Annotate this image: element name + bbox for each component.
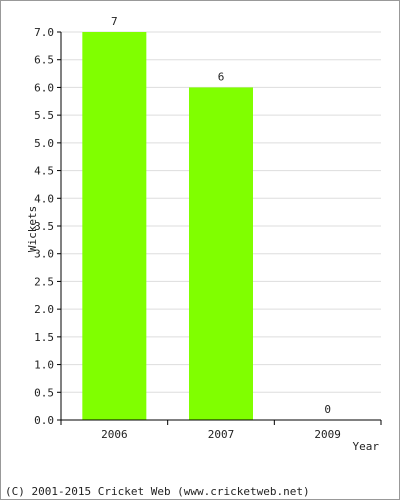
x-axis-label: Year — [353, 440, 380, 453]
x-tick-labels: 2006 2007 2009 — [101, 428, 341, 441]
data-label-2009: 0 — [324, 403, 331, 416]
y-tick-label: 0.0 — [34, 414, 54, 427]
bar-2007 — [189, 87, 253, 420]
data-label-2006: 7 — [111, 15, 118, 28]
y-tick-label: 3.5 — [34, 220, 54, 233]
y-tick-label: 2.0 — [34, 303, 54, 316]
y-tick-label: 7.0 — [34, 26, 54, 39]
y-tick-label: 6.0 — [34, 81, 54, 94]
y-tick-label: 4.5 — [34, 165, 54, 178]
y-axis-label: Wickets — [26, 206, 39, 252]
y-tick-label: 0.5 — [34, 386, 54, 399]
copyright-footer: (C) 2001-2015 Cricket Web (www.cricketwe… — [5, 485, 310, 498]
x-tick-label: 2007 — [208, 428, 235, 441]
y-tick-label: 1.0 — [34, 359, 54, 372]
y-tick-label: 5.5 — [34, 109, 54, 122]
y-tick-label: 4.0 — [34, 192, 54, 205]
y-tick-label: 2.5 — [34, 275, 54, 288]
data-label-2007: 6 — [218, 70, 225, 83]
bars — [82, 32, 253, 420]
x-tick-label: 2009 — [314, 428, 341, 441]
bar-2006 — [82, 32, 147, 420]
x-tick-label: 2006 — [101, 428, 128, 441]
y-tick-label: 3.0 — [34, 248, 54, 261]
y-tick-label: 5.0 — [34, 137, 54, 150]
axes — [57, 31, 382, 425]
y-tick-label: 1.5 — [34, 331, 54, 344]
y-tick-label: 6.5 — [34, 54, 54, 67]
data-labels: 7 6 0 — [111, 15, 331, 416]
y-tick-labels: 0.0 0.5 1.0 1.5 2.0 2.5 3.0 3.5 4.0 4.5 5.0 5.5 6.0 6… — [34, 26, 54, 427]
